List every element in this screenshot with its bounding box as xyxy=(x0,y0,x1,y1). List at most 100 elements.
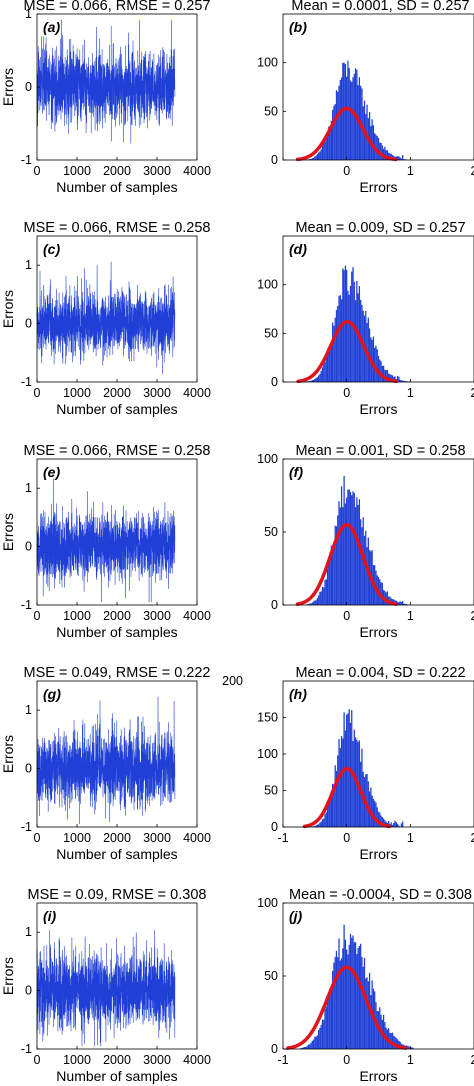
histogram-bar xyxy=(326,806,329,827)
histogram-bar xyxy=(382,1014,385,1049)
histogram-bar xyxy=(319,1027,321,1049)
histogram-bar xyxy=(366,547,368,605)
panel-c xyxy=(36,235,198,383)
histogram-bar xyxy=(311,380,313,382)
x-tick-label: 4000 xyxy=(183,1053,211,1067)
normal-fit-curve xyxy=(296,319,399,384)
histogram-bar xyxy=(374,800,376,827)
histogram-bar xyxy=(312,379,315,382)
y-axis-label: Errors xyxy=(0,290,16,328)
histogram-bar xyxy=(320,591,322,605)
histogram-bar xyxy=(391,824,394,827)
x-axis-label: Number of samples xyxy=(56,179,177,195)
x-axis-label: Number of samples xyxy=(56,624,177,640)
histogram-bar xyxy=(399,601,401,605)
histogram-bar xyxy=(337,515,339,605)
histogram-bar xyxy=(363,957,366,1049)
histogram-bar xyxy=(342,507,344,605)
histogram-bar xyxy=(332,322,334,382)
histogram-bar xyxy=(377,355,380,382)
histogram-bar xyxy=(408,1046,410,1049)
histogram-bar xyxy=(351,710,353,827)
y-axis-label: Errors xyxy=(0,68,16,106)
panel-label: (a) xyxy=(43,19,60,35)
x-tick-label: 0 xyxy=(343,164,350,178)
y-tick-label: 0 xyxy=(271,1042,278,1056)
y-tick-label: 100 xyxy=(257,278,278,292)
y-tick-label: 1 xyxy=(25,481,32,495)
histogram-bar xyxy=(398,602,400,605)
histogram-bar xyxy=(337,91,339,160)
histogram-bar xyxy=(309,1044,311,1049)
histogram-bar xyxy=(334,317,336,382)
histogram-bar xyxy=(335,951,338,1049)
histogram-bar xyxy=(372,798,375,827)
x-tick-label: 1000 xyxy=(63,164,91,178)
histogram-bar xyxy=(333,962,335,1049)
histogram-bar xyxy=(323,141,325,160)
y-tick-label: 0 xyxy=(25,80,32,94)
histogram-bar xyxy=(310,603,312,605)
histogram-bar xyxy=(367,781,369,827)
histogram-bar xyxy=(372,125,375,160)
histogram-bar xyxy=(306,1045,308,1049)
histogram-bar xyxy=(323,362,325,382)
histogram-bar xyxy=(396,376,399,382)
histogram-bar xyxy=(371,119,373,160)
histogram-bar xyxy=(358,499,361,605)
histogram-bar xyxy=(335,90,338,160)
histogram-bar xyxy=(394,820,396,827)
histogram-bar xyxy=(403,381,405,382)
histogram-bar xyxy=(326,569,329,605)
histogram-bar xyxy=(325,1006,327,1049)
histogram-bar xyxy=(353,73,355,160)
histogram-bar xyxy=(352,741,354,827)
histogram-bar xyxy=(326,353,329,382)
histogram-bar xyxy=(349,492,352,605)
chart-title: MSE = 0.066, RMSE = 0.258 xyxy=(24,443,211,459)
chart-title: Mean = 0.009, SD = 0.257 xyxy=(295,220,465,236)
error-series-line xyxy=(36,696,176,825)
histogram-bar xyxy=(360,519,362,605)
histogram-bar xyxy=(316,598,319,605)
histogram-bar xyxy=(309,603,311,605)
x-tick-label: 3000 xyxy=(143,1053,171,1067)
histogram-bar xyxy=(386,369,389,382)
histogram-bar xyxy=(333,541,335,605)
histogram-bar xyxy=(381,817,383,827)
panel-label: (h) xyxy=(289,686,307,702)
histogram-bar xyxy=(305,1046,307,1049)
histogram-bar xyxy=(311,158,313,160)
y-tick-label: 0 xyxy=(25,984,32,998)
histogram-bar xyxy=(330,990,333,1049)
histogram-bar xyxy=(332,783,334,827)
x-tick-label: 4000 xyxy=(183,164,211,178)
x-tick-label: 1000 xyxy=(63,386,91,400)
y-tick-label: -1 xyxy=(21,153,32,167)
histogram-bar xyxy=(337,755,339,827)
histogram-bar xyxy=(351,937,353,1049)
histogram-bar xyxy=(333,105,335,160)
histogram-bar xyxy=(320,371,322,382)
histogram-bar xyxy=(323,587,325,605)
histogram-bar xyxy=(321,819,324,827)
histogram-bar xyxy=(316,1035,319,1049)
panel-label: (c) xyxy=(43,241,60,257)
histogram-bar xyxy=(358,945,361,1049)
histogram-bar xyxy=(340,77,343,160)
histogram-bar xyxy=(324,362,326,382)
histogram-bar xyxy=(340,958,343,1049)
x-tick-label: 1 xyxy=(407,609,414,623)
histogram-bar xyxy=(400,158,403,160)
x-axis-label: Errors xyxy=(359,179,397,195)
histogram-bar xyxy=(339,960,341,1049)
histogram-bar xyxy=(380,361,382,382)
histogram-bar xyxy=(399,379,401,382)
error-series-line xyxy=(36,261,176,375)
x-tick-label: 1 xyxy=(407,386,414,400)
histogram-bar xyxy=(396,1039,399,1049)
histogram-bar xyxy=(348,944,350,1049)
histogram-bar xyxy=(360,943,362,1049)
histogram-bar xyxy=(312,1039,315,1049)
histogram-bar xyxy=(356,497,358,605)
